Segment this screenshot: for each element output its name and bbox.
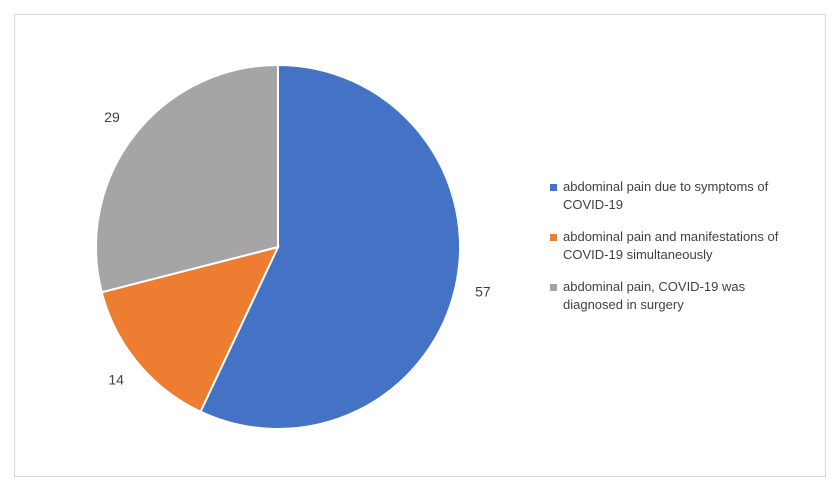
- legend-label: abdominal pain due to symptoms of COVID-…: [563, 179, 769, 212]
- pie-slice: [199, 63, 461, 430]
- legend-item: abdominal pain due to symptoms of COVID-…: [550, 178, 800, 214]
- legend-swatch: [550, 184, 557, 191]
- data-label: 57: [475, 284, 491, 300]
- chart-frame: [14, 14, 826, 477]
- legend-item: abdominal pain, COVID-19 was diagnosed i…: [550, 278, 800, 314]
- legend-swatch: [550, 284, 557, 291]
- legend-label: abdominal pain and manifestations of COV…: [563, 229, 779, 262]
- legend-item: abdominal pain and manifestations of COV…: [550, 228, 800, 264]
- pie-slice: [100, 245, 280, 414]
- legend: abdominal pain due to symptoms of COVID-…: [550, 178, 800, 328]
- legend-label: abdominal pain, COVID-19 was diagnosed i…: [563, 279, 746, 312]
- legend-swatch: [550, 234, 557, 241]
- pie-slice: [95, 63, 279, 294]
- data-label: 29: [104, 109, 120, 125]
- data-label: 14: [108, 372, 124, 388]
